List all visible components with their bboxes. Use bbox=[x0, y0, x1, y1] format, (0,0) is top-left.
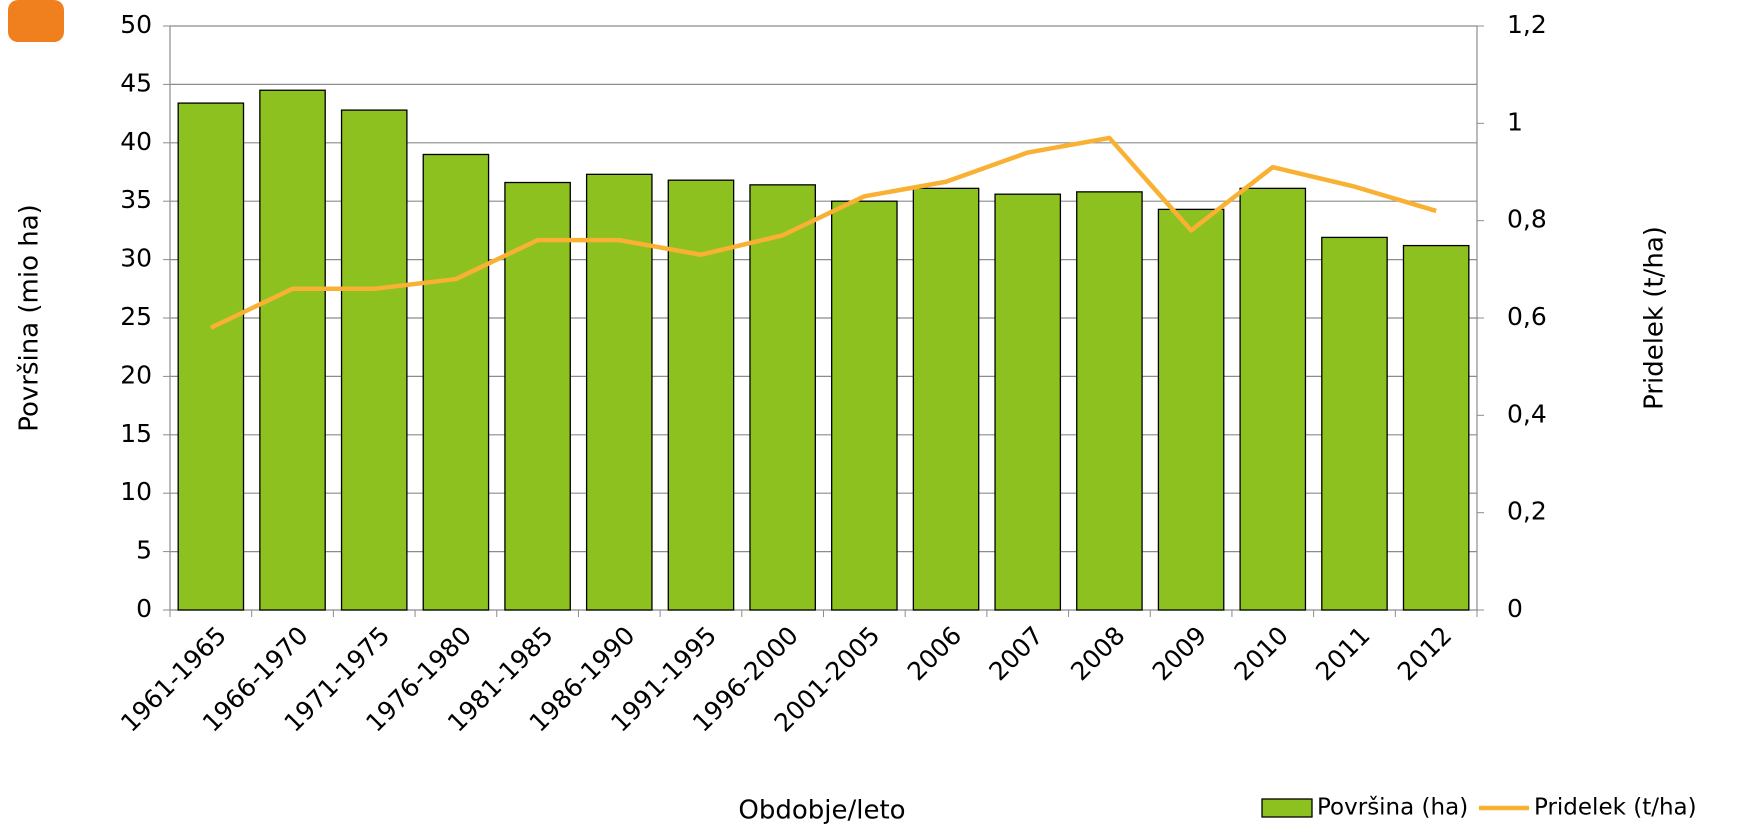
corner-badge bbox=[8, 0, 64, 42]
y-tick-label: 50 bbox=[120, 10, 152, 39]
x-tick-label: 2009 bbox=[1147, 621, 1212, 686]
bar bbox=[259, 89, 326, 611]
y2-tick-label: 0,6 bbox=[1507, 302, 1547, 331]
line bbox=[209, 135, 1437, 330]
x-tick-label: 2012 bbox=[1392, 621, 1457, 686]
bar bbox=[1321, 236, 1388, 611]
y2-tick-label: 1,2 bbox=[1507, 10, 1547, 39]
y-tick-label: 0 bbox=[136, 594, 152, 623]
bar bbox=[749, 184, 816, 611]
bar bbox=[831, 200, 898, 611]
bar bbox=[912, 187, 980, 611]
bar bbox=[994, 193, 1062, 611]
bar bbox=[177, 102, 245, 611]
bar bbox=[1402, 244, 1470, 611]
x-tick-label: 2006 bbox=[902, 621, 967, 686]
bar bbox=[585, 173, 653, 611]
y-tick-label: 5 bbox=[136, 536, 152, 565]
bar bbox=[1076, 191, 1143, 611]
x-tick-label: 2007 bbox=[983, 621, 1048, 686]
y2-tick-label: 1 bbox=[1507, 107, 1523, 136]
bar bbox=[1157, 208, 1225, 611]
x-tick-label: 2010 bbox=[1228, 621, 1293, 686]
y2-tick-label: 0,8 bbox=[1507, 205, 1547, 234]
bar bbox=[1239, 187, 1307, 611]
x-axis-title: Obdobje/leto bbox=[738, 796, 905, 826]
bar bbox=[340, 109, 408, 611]
y-tick-label: 30 bbox=[120, 244, 152, 273]
x-tick-label: 2011 bbox=[1310, 621, 1375, 686]
y-tick-label: 15 bbox=[120, 419, 152, 448]
y-tick-label: 20 bbox=[120, 360, 152, 389]
bar bbox=[504, 181, 571, 611]
y2-tick-label: 0 bbox=[1507, 594, 1523, 623]
legend-label: Pridelek (t/ha) bbox=[1534, 795, 1697, 821]
y-tick-label: 35 bbox=[120, 185, 152, 214]
bar bbox=[422, 153, 490, 611]
y-tick-label: 10 bbox=[120, 477, 152, 506]
y-tick-label: 40 bbox=[120, 127, 152, 156]
x-tick-label: 2008 bbox=[1065, 621, 1130, 686]
legend-swatch bbox=[1261, 798, 1313, 818]
legend-label: Površina (ha) bbox=[1317, 795, 1468, 821]
bar bbox=[667, 179, 735, 611]
y2-tick-label: 0,4 bbox=[1507, 399, 1547, 428]
y-tick-label: 45 bbox=[120, 68, 152, 97]
y2-axis-title: Pridelek (t/ha) bbox=[1640, 226, 1670, 410]
y-axis-title: Površina (mio ha) bbox=[15, 204, 45, 432]
y-tick-label: 25 bbox=[120, 302, 152, 331]
y2-tick-label: 0,2 bbox=[1507, 497, 1547, 526]
